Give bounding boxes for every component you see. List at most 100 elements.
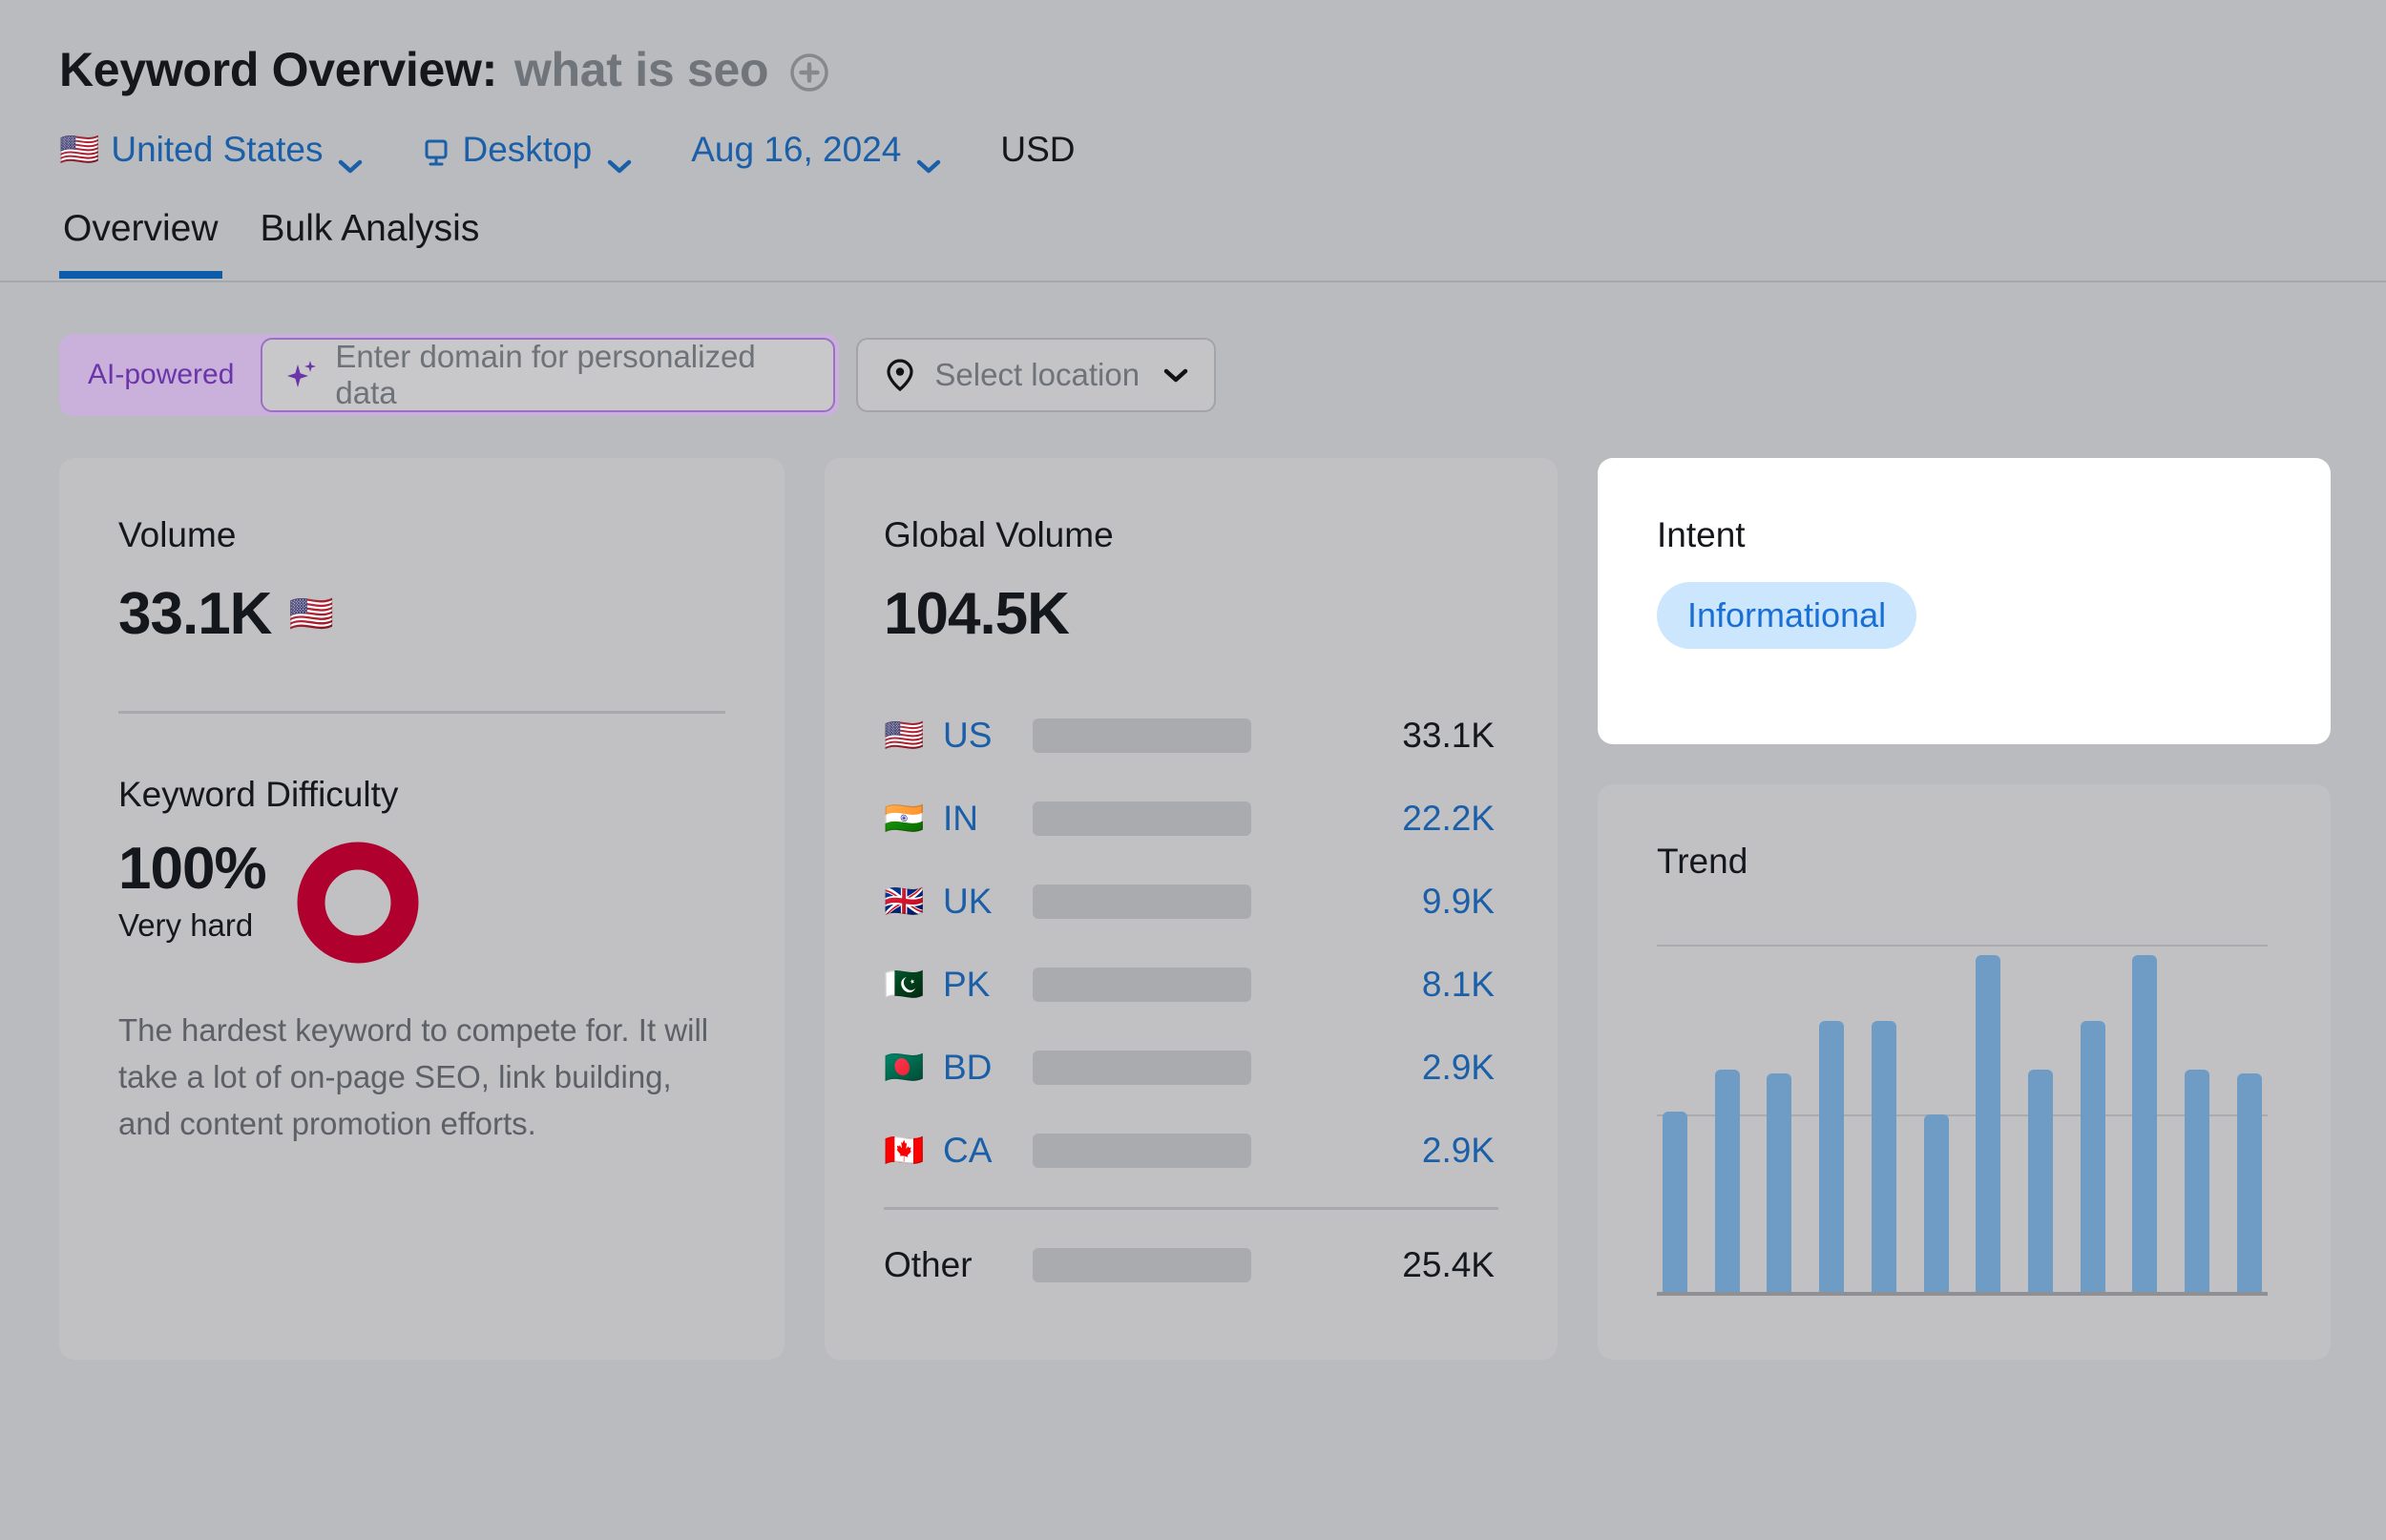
country-volume-value[interactable]: 2.9K (1421, 1047, 1495, 1087)
ai-domain-group: AI-powered Enter domain for personalized… (59, 334, 840, 416)
country-bar-track (1033, 967, 1251, 1002)
chevron-down-icon (338, 142, 363, 174)
country-volume-value[interactable]: 8.1K (1421, 964, 1495, 1004)
trend-bar[interactable] (2080, 1021, 2105, 1292)
country-selector[interactable]: 🇺🇸 United States (59, 130, 363, 174)
country-code[interactable]: UK (943, 881, 993, 921)
country-row-in[interactable]: 🇮🇳 IN 22.2K (884, 777, 1498, 860)
keyword-difficulty-label: Keyword Difficulty (118, 775, 399, 814)
card-divider (118, 711, 725, 714)
trend-bar[interactable] (2028, 1070, 2054, 1292)
country-code[interactable]: IN (943, 798, 978, 838)
trend-chart (1657, 945, 2268, 1296)
map-pin-icon (883, 358, 917, 392)
country-row-pk[interactable]: 🇵🇰 PK 8.1K (884, 943, 1498, 1026)
country-row-uk[interactable]: 🇬🇧 UK 9.9K (884, 860, 1498, 943)
trend-bar[interactable] (1663, 1111, 1687, 1292)
device-selector-label: Desktop (462, 130, 593, 169)
gridline-top (1657, 945, 2268, 947)
chevron-down-icon (1162, 366, 1189, 384)
country-volume-value[interactable]: 2.9K (1421, 1130, 1495, 1170)
page-header: Keyword Overview: what is seo 🇺🇸 United … (0, 0, 2386, 174)
volume-label: Volume (118, 515, 237, 554)
country-code[interactable]: CA (943, 1130, 993, 1170)
country-bar-track (1033, 884, 1251, 919)
country-bar-track (1033, 718, 1251, 753)
country-bar-track (1033, 801, 1251, 836)
metrics-cards: Volume 33.1K 🇺🇸 Keyword Difficulty 100% … (0, 416, 2386, 1360)
trend-bars (1657, 945, 2268, 1292)
keyword-difficulty-block: Keyword Difficulty 100% Very hard The ha… (118, 775, 725, 1147)
trend-bar[interactable] (1714, 1070, 1740, 1292)
intent-card: Intent Informational (1598, 458, 2331, 744)
country-volume-value[interactable]: 22.2K (1402, 798, 1495, 838)
right-column: Intent Informational Trend (1598, 458, 2331, 1360)
ai-toolbar: AI-powered Enter domain for personalized… (0, 282, 2386, 416)
volume-value: 33.1K (118, 581, 272, 647)
ai-powered-badge: AI-powered (88, 359, 235, 390)
domain-input-placeholder: Enter domain for personalized data (335, 339, 756, 410)
flag-icon: 🇨🇦 (884, 1132, 925, 1169)
intent-badge[interactable]: Informational (1657, 582, 1917, 649)
volume-card: Volume 33.1K 🇺🇸 Keyword Difficulty 100% … (59, 458, 785, 1360)
monitor-icon (422, 135, 450, 166)
page-title-prefix: Keyword Overview: (59, 43, 497, 96)
trend-bar[interactable] (2236, 1072, 2262, 1292)
country-bar-track (1033, 1133, 1251, 1168)
flag-icon: 🇮🇳 (884, 800, 925, 837)
trend-bar[interactable] (1819, 1021, 1845, 1292)
country-selector-label: United States (111, 130, 324, 169)
other-volume-value: 25.4K (1402, 1244, 1495, 1284)
country-row-other: Other 25.4K (884, 1223, 1498, 1306)
trend-bar[interactable] (2185, 1070, 2210, 1292)
tab-bulk-analysis[interactable]: Bulk Analysis (260, 208, 480, 249)
country-code[interactable]: PK (943, 964, 991, 1004)
volume-value-row: 33.1K 🇺🇸 (118, 580, 725, 648)
country-bar-track (1033, 1247, 1251, 1282)
page-title-keyword: what is seo (513, 43, 769, 96)
country-breakdown-list: 🇺🇸 US 33.1K 🇮🇳 IN 22.2K 🇬🇧 (884, 694, 1498, 1306)
global-volume-card: Global Volume 104.5K 🇺🇸 US 33.1K 🇮🇳 IN (825, 458, 1558, 1360)
trend-bar[interactable] (1923, 1114, 1949, 1292)
flag-icon: 🇬🇧 (884, 883, 925, 920)
country-volume-value: 33.1K (1402, 715, 1495, 755)
sparkle-icon (283, 357, 320, 393)
page-title: Keyword Overview: what is seo (59, 40, 2386, 99)
tab-bar: Overview Bulk Analysis (0, 208, 2386, 282)
flag-icon: 🇺🇸 (288, 593, 333, 635)
date-selector[interactable]: Aug 16, 2024 (691, 130, 941, 174)
flag-icon: 🇧🇩 (884, 1049, 925, 1086)
chevron-down-icon (607, 142, 632, 174)
global-volume-value: 104.5K (884, 581, 1070, 647)
country-list-divider (884, 1207, 1498, 1210)
trend-card: Trend (1598, 784, 2331, 1360)
location-selector-label: Select location (934, 357, 1141, 392)
tab-overview[interactable]: Overview (59, 208, 222, 279)
trend-bar[interactable] (1871, 1021, 1896, 1292)
location-selector[interactable]: Select location (856, 338, 1217, 412)
country-code[interactable]: BD (943, 1047, 993, 1087)
trend-label: Trend (1657, 842, 1748, 881)
intent-label: Intent (1657, 515, 1746, 554)
flag-icon: 🇵🇰 (884, 966, 925, 1003)
flag-icon: 🇺🇸 (59, 132, 100, 168)
trend-bar[interactable] (1767, 1072, 1792, 1292)
gridline-mid (1657, 1114, 2268, 1116)
trend-bar[interactable] (1976, 954, 2001, 1292)
keyword-difficulty-value: 100% (118, 836, 267, 902)
country-row-us[interactable]: 🇺🇸 US 33.1K (884, 694, 1498, 777)
country-row-ca[interactable]: 🇨🇦 CA 2.9K (884, 1109, 1498, 1192)
device-selector[interactable]: Desktop (422, 130, 632, 174)
country-row-bd[interactable]: 🇧🇩 BD 2.9K (884, 1026, 1498, 1109)
trend-bar[interactable] (2132, 954, 2158, 1292)
country-volume-value[interactable]: 9.9K (1421, 881, 1495, 921)
country-bar-track (1033, 1050, 1251, 1085)
chevron-down-icon (916, 142, 941, 174)
flag-icon: 🇺🇸 (884, 717, 925, 754)
domain-input[interactable]: Enter domain for personalized data (261, 338, 836, 412)
filter-bar: 🇺🇸 United States Desktop (59, 128, 2386, 174)
plus-circle-icon[interactable] (789, 52, 829, 93)
keyword-difficulty-rating: Very hard (118, 907, 254, 944)
country-code[interactable]: US (943, 715, 993, 755)
